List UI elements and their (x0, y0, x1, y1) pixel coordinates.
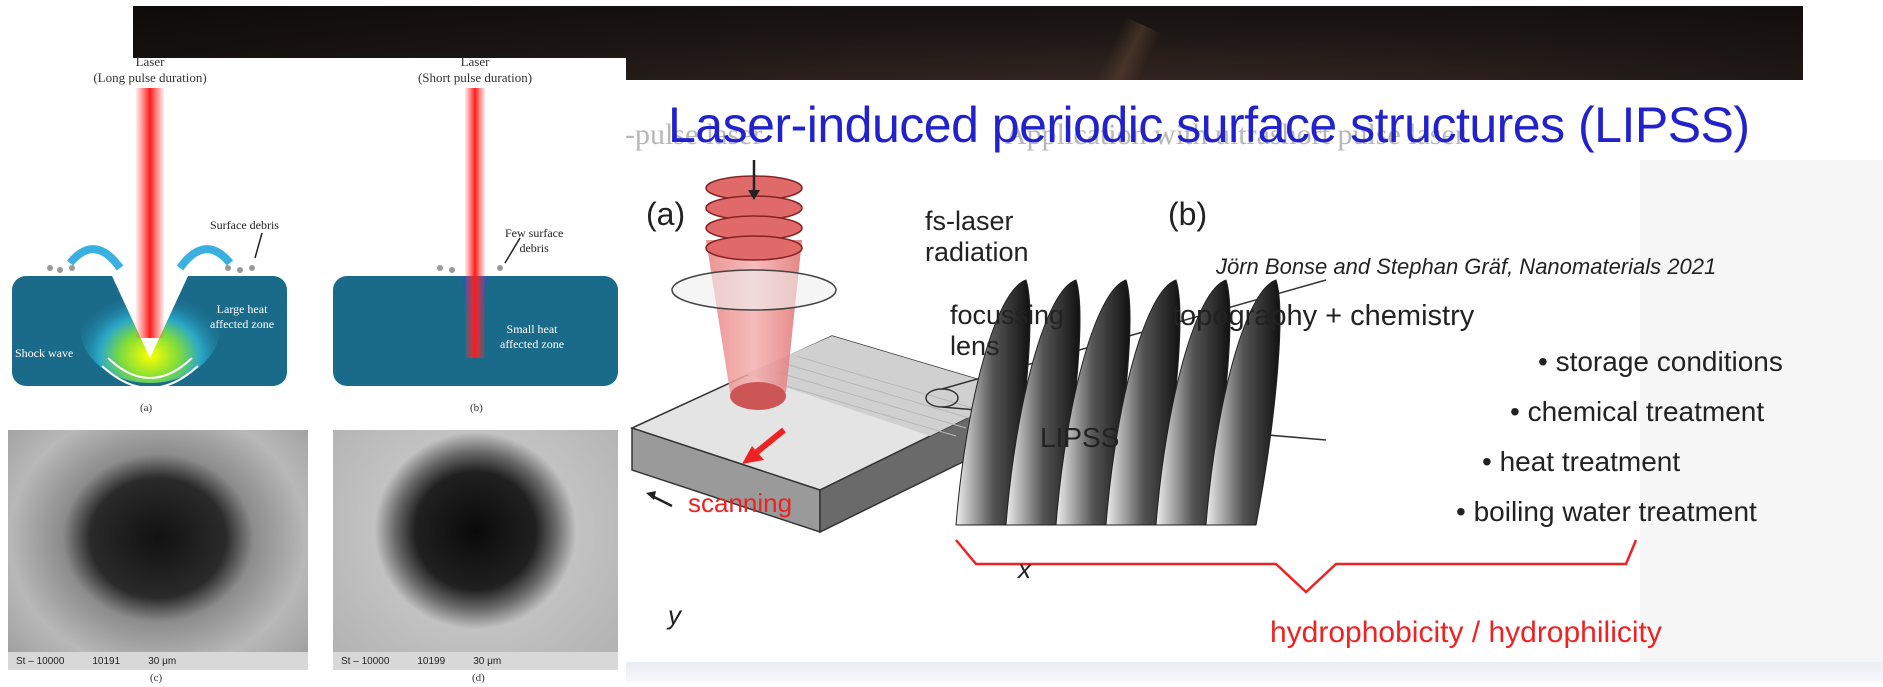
panel-b-caption: (b) (470, 402, 483, 414)
lipss-ridges (955, 279, 1281, 526)
sem-d-code: St – 10000 (341, 655, 390, 667)
treatment-item: • storage conditions (1538, 346, 1783, 377)
sem-d-caption: (d) (472, 672, 485, 684)
sem-image-d: St – 10000 10199 30 μm (333, 430, 618, 670)
label-b: (b) (1168, 196, 1208, 232)
debris-dots-a (47, 265, 255, 273)
debris-dots-b (437, 265, 503, 273)
large-heat-label: Large heat affected zone (210, 302, 275, 331)
label-a: (a) (646, 196, 686, 232)
panel-a-caption: (a) (140, 402, 153, 414)
laser-spot (730, 382, 786, 410)
sem-c-code: St – 10000 (16, 655, 65, 667)
sem-c-scale: 30 μm (148, 655, 177, 667)
bottom-blue-strip (626, 662, 1883, 682)
x-axis-label: x (1018, 554, 1031, 584)
sem-d-scale: 30 μm (473, 655, 502, 667)
treatment-item: • heat treatment (1482, 446, 1681, 477)
y-axis-label: y (668, 600, 681, 630)
right-gray-strip (1640, 160, 1883, 682)
y-axis-arrow (651, 494, 673, 508)
sem-d-infobar: St – 10000 10199 30 μm (333, 652, 618, 670)
laser-cone (706, 240, 802, 392)
scanning-arrow (750, 427, 786, 459)
ghost-heading-right: Application with ultrashort pulse laser (1005, 118, 1465, 151)
few-debris-label: Few surface debris (505, 226, 564, 255)
pointer-debris-b (504, 237, 521, 264)
debris-arrow-right (176, 245, 234, 271)
shock-wave-arcs (101, 357, 199, 389)
scanning-label: scanning (688, 488, 793, 518)
y-axis-arrow-head (646, 491, 656, 500)
scanning-arrow-head (742, 446, 764, 464)
lipss-lines (765, 355, 987, 437)
sem-d-number: 10199 (417, 655, 446, 667)
beam-b (465, 88, 485, 358)
topography-label: topography + chemistry (1172, 300, 1475, 332)
ghost-heading-left: g-pulse laser (610, 118, 763, 151)
pointer-debris-a (254, 232, 263, 259)
lipss-label: LIPSS (1040, 422, 1120, 453)
panel-a-title: Laser (Long pulse duration) (93, 54, 207, 85)
sem-c-caption: (c) (150, 672, 163, 684)
shock-wave-label: Shock wave (15, 346, 74, 360)
sem-c-infobar: St – 10000 10191 30 μm (8, 652, 308, 670)
sem-c-number: 10191 (92, 655, 121, 667)
focussing-lens-label: focussing lens (950, 300, 1065, 361)
debris-arrow-left (66, 245, 124, 271)
citation: Jörn Bonse and Stephan Gräf, Nanomateria… (1216, 254, 1717, 279)
lipss-diagram-svg (629, 160, 1638, 594)
focussing-lens (671, 269, 837, 311)
result-brace (955, 539, 1638, 594)
slide-title: Laser-induced periodic surface structure… (668, 97, 1750, 153)
pulse-schematic-svg (12, 88, 618, 389)
sem-image-c: St – 10000 10191 30 μm (8, 430, 308, 670)
small-heat-label: Small heat affected zone (500, 322, 565, 351)
treatment-item: • boiling water treatment (1456, 496, 1757, 527)
beam-arrow-head (748, 190, 760, 200)
treatment-item: • chemical treatment (1510, 396, 1765, 427)
result-label: hydrophobicity / hydrophilicity (1270, 616, 1662, 649)
fs-laser-label: fs-laser radiation (925, 206, 1029, 267)
beam-a (136, 88, 164, 338)
laser-beam-discs (705, 175, 803, 261)
panel-b-title: Laser (Short pulse duration) (417, 54, 533, 85)
surface-debris-label: Surface debris (210, 218, 279, 232)
laser-pulse-comparison-figure: Laser (Long pulse duration) Surface debr… (0, 54, 626, 684)
